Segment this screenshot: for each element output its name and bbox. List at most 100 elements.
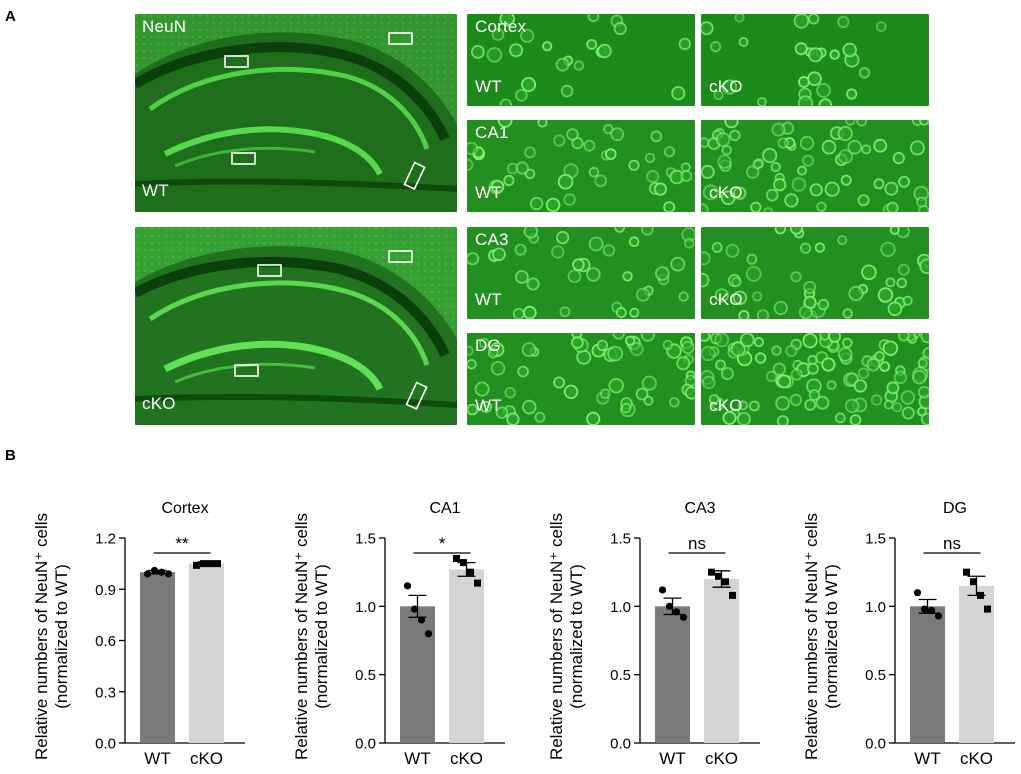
overview-image-cko: cKO <box>135 227 457 425</box>
genotype-label: cKO <box>709 290 743 309</box>
x-tick-label: WT <box>404 749 430 768</box>
x-tick-label: cKO <box>705 749 738 768</box>
data-point <box>403 582 412 590</box>
genotype-label: cKO <box>709 183 743 202</box>
data-point <box>193 561 200 569</box>
data-point <box>474 579 481 587</box>
data-point <box>467 568 474 576</box>
significance-label: ns <box>688 534 706 553</box>
data-point <box>658 586 667 594</box>
data-point <box>200 560 207 568</box>
y-tick-label: 0.0 <box>95 736 116 753</box>
region-label: CA3 <box>475 230 509 249</box>
genotype-label: WT <box>475 77 502 96</box>
data-point <box>672 608 681 616</box>
region-label: CA1 <box>475 123 509 142</box>
data-point <box>963 568 970 576</box>
y-tick-label: 1.0 <box>865 599 886 616</box>
data-point <box>164 570 173 578</box>
genotype-label: WT <box>475 396 502 415</box>
overview-image-wt: NeuN WT <box>135 14 457 212</box>
y-tick-label: 0.5 <box>355 667 376 684</box>
genotype-label: cKO <box>709 396 743 415</box>
zoom-image-ca3-wt: CA3 WT <box>467 227 695 319</box>
chart-title: CA3 <box>684 500 715 517</box>
y-tick-label: 1.2 <box>95 531 116 548</box>
genotype-label: WT <box>475 183 502 202</box>
data-point <box>453 555 460 562</box>
neuron-cells-graphic <box>467 14 695 106</box>
significance-label: ** <box>175 534 189 553</box>
y-tick-label: 0.0 <box>610 736 631 753</box>
bar-wt <box>140 572 175 743</box>
panel-b-letter: B <box>5 447 16 464</box>
data-point <box>970 578 977 586</box>
y-tick-label: 0.0 <box>865 736 886 753</box>
y-axis-label: Relative numbers of NeuN⁺ cells(normaliz… <box>802 513 841 760</box>
data-point <box>157 568 166 576</box>
neuron-cells-graphic <box>701 14 929 106</box>
y-tick-label: 0.9 <box>95 582 116 599</box>
x-tick-label: cKO <box>450 749 483 768</box>
data-point <box>460 559 467 567</box>
hippocampus-cko-graphic <box>135 227 457 425</box>
y-tick-label: 0.5 <box>610 667 631 684</box>
y-tick-label: 1.5 <box>355 531 376 548</box>
data-point <box>143 570 152 578</box>
data-point <box>424 630 433 638</box>
x-tick-label: cKO <box>960 749 993 768</box>
chart-title: CA1 <box>429 500 460 517</box>
data-point <box>150 566 159 575</box>
overview-wt-label: WT <box>142 181 169 200</box>
y-tick-label: 0.5 <box>865 667 886 684</box>
data-point <box>722 578 729 586</box>
overview-cko-label: cKO <box>142 394 176 413</box>
bar-charts: Relative numbers of NeuN⁺ cells(normaliz… <box>32 500 1015 768</box>
zoom-image-ca3-cko: cKO <box>701 227 929 319</box>
data-point <box>417 616 426 624</box>
zoom-image-ca1-cko: cKO <box>701 120 929 212</box>
data-point <box>708 568 715 576</box>
significance-label: * <box>439 534 446 553</box>
stain-label: NeuN <box>142 17 187 36</box>
zoom-image-cortex-cko: cKO <box>701 14 929 106</box>
y-tick-label: 0.6 <box>95 633 116 650</box>
neuron-cells-graphic <box>701 120 929 212</box>
x-tick-label: WT <box>144 749 170 768</box>
genotype-label: cKO <box>709 77 743 96</box>
neuron-cells-graphic <box>701 227 929 319</box>
x-tick-label: cKO <box>190 749 223 768</box>
data-point <box>920 605 929 613</box>
y-axis-label: Relative numbers of NeuN⁺ cells(normaliz… <box>292 513 331 760</box>
bar-cko <box>189 563 224 743</box>
y-tick-label: 0.0 <box>355 736 376 753</box>
y-tick-label: 1.5 <box>610 531 631 548</box>
neuron-cells-graphic <box>467 227 695 319</box>
bar-wt <box>910 606 945 743</box>
bar-cko <box>704 579 739 743</box>
data-point <box>679 613 688 621</box>
x-tick-label: WT <box>914 749 940 768</box>
significance-label: ns <box>943 534 961 553</box>
x-tick-label: WT <box>659 749 685 768</box>
data-point <box>913 589 922 597</box>
y-tick-label: 0.3 <box>95 684 116 701</box>
neuron-cells-graphic <box>467 120 695 212</box>
chart-title: Cortex <box>161 500 208 517</box>
bar-wt <box>655 606 690 743</box>
zoom-image-cortex-wt: Cortex WT <box>467 14 695 106</box>
data-point <box>934 612 943 620</box>
region-label: DG <box>475 336 501 355</box>
bar-cko <box>449 569 484 743</box>
data-point <box>665 602 674 610</box>
chart-title: DG <box>943 500 967 517</box>
data-point <box>410 605 419 613</box>
data-point <box>715 572 722 580</box>
bar-wt <box>400 606 435 743</box>
region-label: Cortex <box>475 17 527 36</box>
panel-a-letter: A <box>5 8 16 25</box>
data-point <box>927 606 936 615</box>
data-point <box>214 560 221 568</box>
y-tick-label: 1.0 <box>610 599 631 616</box>
data-point <box>729 591 736 599</box>
